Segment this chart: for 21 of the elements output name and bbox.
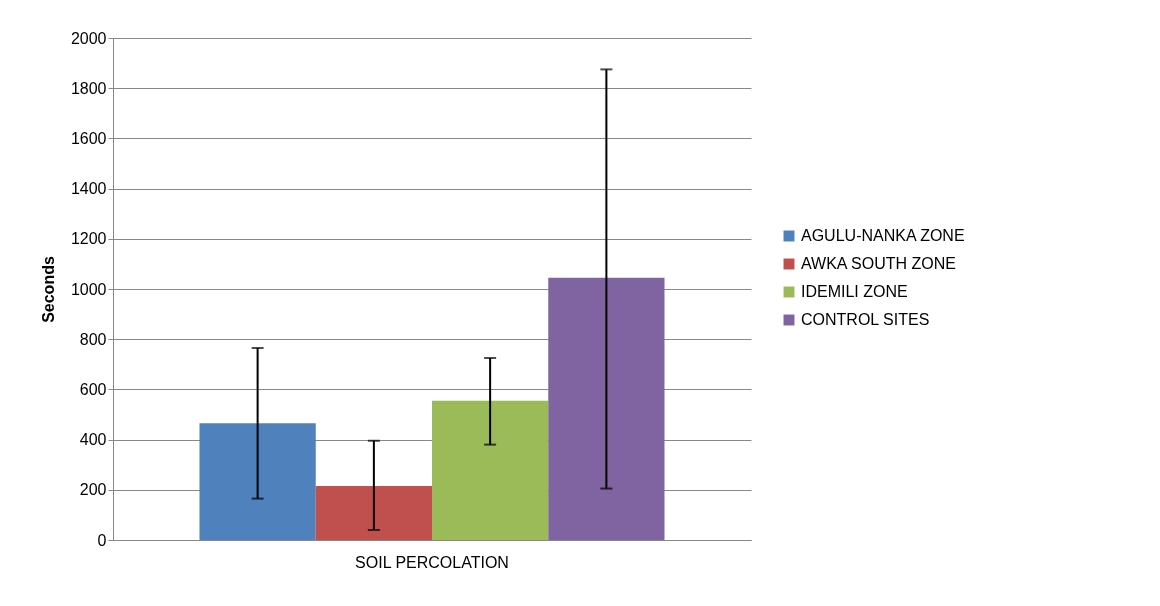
bar <box>199 423 316 540</box>
y-tick-label: 400 <box>79 431 107 449</box>
y-tick-label: 200 <box>79 481 107 499</box>
y-tick-label: 1000 <box>70 280 107 298</box>
x-tick-label: SOIL PERCOLATION <box>355 553 509 571</box>
bar <box>315 486 432 540</box>
y-tick-label: 800 <box>79 330 107 348</box>
bar <box>432 400 549 540</box>
y-axis-title: Seconds <box>39 256 57 323</box>
legend-label: AGULU-NANKA ZONE <box>801 227 965 244</box>
y-tick-label: 1200 <box>70 230 107 248</box>
y-tick-label: 2000 <box>70 29 107 47</box>
y-tick-label: 600 <box>79 380 107 398</box>
legend-label: IDEMILI ZONE <box>801 283 908 300</box>
bar <box>548 277 665 540</box>
y-tick-label: 1800 <box>70 79 107 97</box>
y-tick-label: 1400 <box>70 180 107 198</box>
legend-label: CONTROL SITES <box>801 311 930 328</box>
legend-label: AWKA SOUTH ZONE <box>801 255 956 272</box>
y-tick-label: 0 <box>97 531 107 549</box>
y-tick-label: 1600 <box>70 129 107 147</box>
